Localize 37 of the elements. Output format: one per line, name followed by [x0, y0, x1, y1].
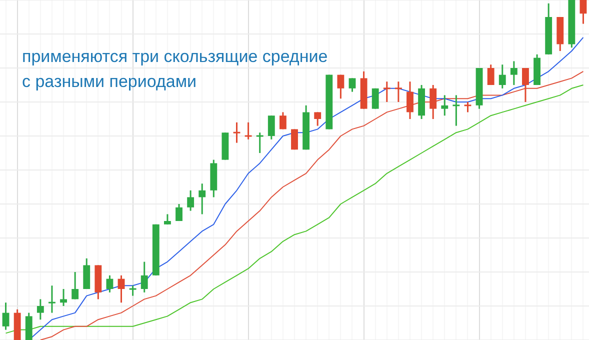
candlestick — [406, 80, 414, 120]
candlestick — [256, 132, 264, 154]
candlestick — [452, 94, 460, 127]
candlestick — [430, 84, 437, 120]
candlestick — [268, 114, 275, 140]
candlestick — [244, 122, 253, 140]
candlestick — [72, 271, 79, 300]
candlestick — [394, 80, 403, 103]
candlestick — [580, 0, 587, 25]
candlestick — [441, 94, 448, 116]
candlestick — [348, 77, 356, 93]
candlestick — [118, 274, 125, 304]
candlestick — [48, 284, 56, 314]
candlestick — [314, 111, 322, 127]
candlestick — [232, 122, 241, 144]
candlestick — [164, 213, 171, 226]
candlestick — [140, 261, 148, 294]
annotation: применяются три скользящие средние с разными периодами — [22, 46, 329, 93]
candlestick — [106, 274, 114, 294]
candlestick — [198, 182, 206, 215]
candlestick — [510, 60, 518, 86]
candlestick — [2, 302, 10, 331]
candlestick — [176, 203, 182, 222]
candlestick — [382, 80, 392, 103]
candlestick — [83, 258, 90, 290]
candlestick — [60, 288, 67, 307]
candlestick — [291, 128, 298, 150]
candlestick — [128, 284, 138, 297]
candlestick — [464, 101, 472, 113]
candlestick — [337, 74, 344, 100]
candlestick — [187, 190, 194, 212]
candlestick — [36, 298, 44, 320]
candlestick — [487, 64, 494, 86]
candlestick — [279, 111, 286, 130]
candlestick — [498, 64, 506, 90]
candlestick — [25, 312, 32, 340]
candlestick — [372, 88, 379, 110]
